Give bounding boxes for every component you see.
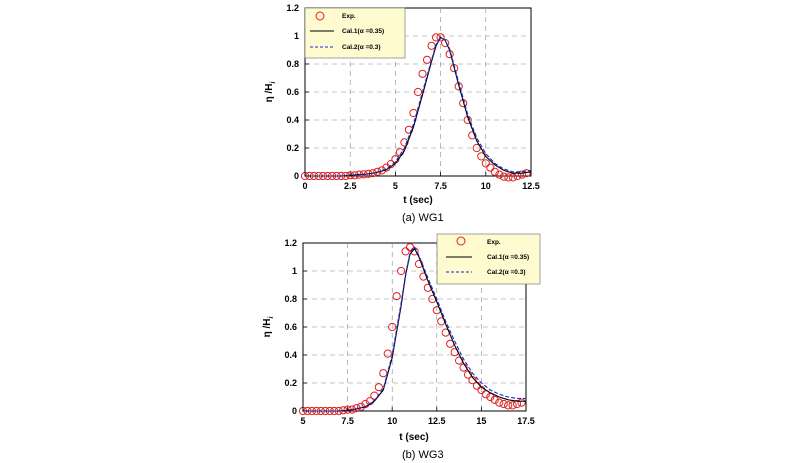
exp-point-wg1 xyxy=(508,173,518,182)
x-tick-label: 5 xyxy=(393,181,398,191)
legend-wg1: Exp. Cal.1(α =0.35) Cal.2(α =0.3) xyxy=(304,7,406,59)
y-tick-label: 0.6 xyxy=(286,87,299,97)
exp-point-wg1 xyxy=(436,33,445,42)
ticks-wg1: 0 2.5 5 7.5 10 12.5 0 0.2 0.4 0.6 0.8 1 1.2 xyxy=(286,3,539,191)
x-axis-label-wg1: t (sec) xyxy=(403,195,432,206)
chart-wg1: 0 2.5 5 7.5 10 12.5 0 0.2 0.4 0.6 0.8 1 1.2 η /Hi t … xyxy=(264,3,540,224)
legend-box-wg3 xyxy=(436,233,541,285)
exp-point-wg1 xyxy=(517,170,527,179)
exp-point-wg1 xyxy=(368,169,377,178)
x-tick-label: 10 xyxy=(481,181,491,191)
y-axis-label-wg3: η /Hi xyxy=(262,316,275,338)
y-tick-label: 1 xyxy=(294,31,299,41)
exp-point-wg1 xyxy=(481,159,490,168)
y-tick-label: 0.2 xyxy=(284,378,297,388)
y-tick-label: 0.8 xyxy=(284,294,297,304)
chart-wg3: 5 7.5 10 12.5 15 17.500.20.40.60.811.2 η /Hi … xyxy=(262,233,541,461)
exp-point-wg3 xyxy=(388,322,397,332)
x-tick-label: 2.5 xyxy=(344,181,357,191)
y-axis-label-wg1: η /Hi xyxy=(264,81,277,103)
exp-point-wg3 xyxy=(374,383,383,392)
exp-point-wg3 xyxy=(512,399,522,409)
cal2-line-wg3 xyxy=(303,246,526,412)
exp-point-wg1 xyxy=(431,33,441,42)
legend-label-cal2-wg1: Cal.2(α =0.3) xyxy=(342,44,381,51)
legend-marker-exp-wg3 xyxy=(456,236,466,246)
x-tick-label: 5 xyxy=(300,416,305,426)
x-tick-label: 12.5 xyxy=(428,416,446,426)
exp-point-wg1 xyxy=(486,163,495,172)
exp-point-wg1 xyxy=(413,87,423,97)
legend-label-cal1-wg1: Cal.1(α =0.35) xyxy=(342,28,384,35)
exp-point-wg3 xyxy=(392,292,401,301)
legend-label-exp-wg1: Exp. xyxy=(342,13,356,20)
cal2-line-wg1 xyxy=(305,36,532,177)
exp-point-wg1 xyxy=(418,69,427,78)
series-layer-wg3 xyxy=(298,243,526,416)
ticks-wg3: 5 7.5 10 12.5 15 17.5 0 0.2 0.4 0.6 0.8 1 1.2 xyxy=(284,238,534,426)
x-tick-label: 15 xyxy=(476,416,486,426)
legend-label-exp-wg3: Exp. xyxy=(487,239,501,246)
exp-point-wg3 xyxy=(401,247,410,256)
x-tick-label: 12.5 xyxy=(522,181,540,191)
exp-point-wg1 xyxy=(477,152,486,161)
exp-point-wg1 xyxy=(513,171,522,181)
legend-label-cal2-wg3: Cal.2(α =0.3) xyxy=(487,269,526,276)
legend-box-wg1 xyxy=(304,7,406,59)
caption-wg3: (b) WG3 xyxy=(402,449,444,461)
y-tick-label: 0.4 xyxy=(286,115,299,125)
legend-marker-exp-wg1 xyxy=(315,11,325,21)
caption-wg1: (a) WG1 xyxy=(402,212,444,224)
y-tick-label: 1 xyxy=(292,266,297,276)
x-tick-label: 10 xyxy=(387,416,397,426)
exp-point-wg3 xyxy=(508,401,517,410)
y-tick-label: 0.2 xyxy=(286,143,299,153)
exp-point-wg1 xyxy=(499,172,508,181)
y-tick-label: 1.2 xyxy=(286,3,299,13)
legend-label-cal1-wg3: Cal.1(α =0.35) xyxy=(487,254,529,261)
exp-point-wg1 xyxy=(441,38,450,48)
exp-point-wg3 xyxy=(405,243,415,252)
x-axis-label-wg3: t (sec) xyxy=(399,432,428,443)
y-tick-label: 0 xyxy=(294,171,299,181)
exp-point-wg1 xyxy=(490,167,499,176)
exp-point-wg3 xyxy=(383,349,392,358)
exp-point-wg3 xyxy=(499,399,508,409)
exp-point-wg1 xyxy=(495,170,504,179)
exp-point-wg1 xyxy=(422,55,432,64)
exp-point-wg3 xyxy=(397,266,406,276)
exp-point-wg3 xyxy=(504,401,513,410)
y-tick-label: 0.8 xyxy=(286,59,299,69)
legend-wg3: Exp. Cal.1(α =0.35) Cal.2(α =0.3) xyxy=(436,233,541,285)
exp-point-wg3 xyxy=(517,398,526,407)
y-tick-label: 0.6 xyxy=(284,322,297,332)
exp-point-wg1 xyxy=(504,173,513,182)
x-tick-label: 7.5 xyxy=(434,181,447,191)
exp-point-wg3 xyxy=(490,395,499,404)
exp-point-wg3 xyxy=(495,398,504,407)
x-tick-label: 17.5 xyxy=(517,416,535,426)
x-tick-label: 7.5 xyxy=(341,416,354,426)
y-tick-label: 1.2 xyxy=(284,238,297,248)
y-tick-label: 0.4 xyxy=(284,350,297,360)
y-tick-label: 0 xyxy=(292,406,297,416)
x-tick-label: 0 xyxy=(302,181,307,191)
